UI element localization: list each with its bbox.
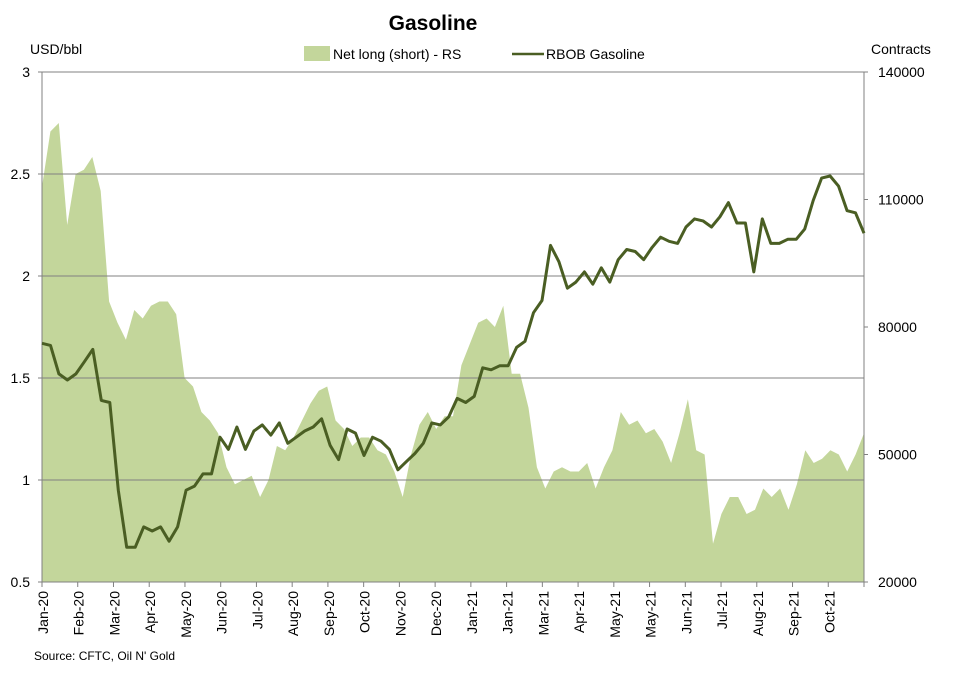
- legend: Net long (short) - RS RBOB Gasoline: [304, 46, 645, 62]
- y-left-axis-label: USD/bbl: [30, 41, 82, 57]
- x-tick-label: May-20: [178, 591, 194, 638]
- x-tick-label: Oct-20: [357, 591, 373, 633]
- x-tick-label: Sep-20: [321, 591, 337, 636]
- x-tick-label: Sep-21: [786, 591, 802, 636]
- y-right-tick-label: 50000: [878, 447, 917, 463]
- y-right-tick-label: 110000: [878, 192, 924, 208]
- legend-swatch-net-long: [304, 46, 330, 61]
- x-tick-label: Apr-20: [142, 591, 158, 633]
- x-tick-label: Jan-20: [35, 591, 51, 634]
- x-tick-label: May-21: [607, 591, 623, 638]
- x-tick-label: Dec-20: [428, 591, 444, 636]
- source-note: Source: CFTC, Oil N' Gold: [34, 649, 175, 663]
- x-tick-label: Mar-21: [535, 591, 551, 636]
- x-tick-label: Nov-20: [392, 591, 408, 636]
- series-rbob-line: [41, 174, 866, 549]
- y-right-tick-label: 80000: [878, 319, 917, 335]
- x-tick-label: Feb-20: [71, 591, 87, 636]
- y-left-tick-label: 2: [22, 268, 30, 284]
- series-net-long-area: [42, 123, 864, 582]
- y-right-tick-label: 140000: [878, 64, 925, 80]
- x-tick-label: Oct-21: [821, 591, 837, 633]
- y-left-tick-label: 3: [22, 64, 30, 80]
- x-tick-label: Apr-21: [571, 591, 587, 633]
- plot-area: 0.5 1 1.5 2 2.5 3 20000 50000 80000 110000 140000 J…: [11, 64, 925, 638]
- x-tick-label: Mar-20: [106, 591, 122, 636]
- legend-label-net-long: Net long (short) - RS: [333, 46, 461, 62]
- y-left-tick-label: 1.5: [11, 370, 31, 386]
- x-tick-label: Aug-20: [285, 591, 301, 636]
- x-tick-label: Jan-21: [500, 591, 516, 634]
- y-right-tick-label: 20000: [878, 574, 917, 590]
- x-tick-label: Jul-20: [249, 591, 265, 629]
- x-tick-label: Jan-21: [464, 591, 480, 634]
- chart-title: Gasoline: [389, 12, 478, 35]
- y-left-tick-label: 2.5: [11, 166, 31, 182]
- legend-label-rbob: RBOB Gasoline: [546, 46, 645, 62]
- y-left-tick-label: 0.5: [11, 574, 31, 590]
- x-tick-label: Aug-21: [750, 591, 766, 636]
- y-left-tick-label: 1: [22, 472, 30, 488]
- x-tick-label: Jul-21: [714, 591, 730, 629]
- y-right-axis-label: Contracts: [871, 41, 931, 57]
- x-tick-label: Jun-21: [678, 591, 694, 634]
- x-tick-label: Jun-20: [214, 591, 230, 634]
- x-tick-label: May-21: [643, 591, 659, 638]
